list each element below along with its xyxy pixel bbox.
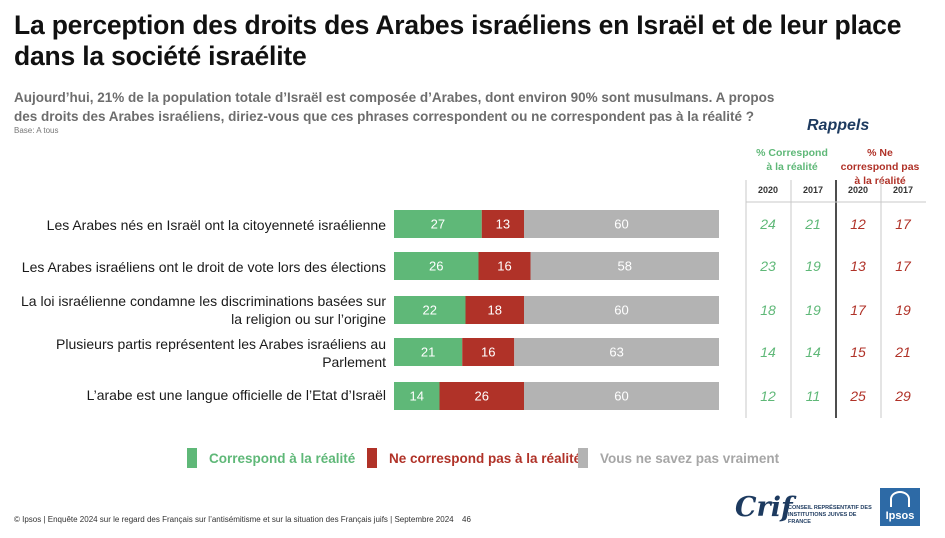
ipsos-logo-text: Ipsos (885, 510, 915, 522)
rappel-red-2017-5: 29 (894, 388, 911, 404)
bar-label-red-4: 16 (481, 345, 495, 360)
legend-item-red: Ne correspond pas à la réalité (367, 448, 581, 468)
rappel-green-2020-3: 18 (760, 302, 776, 318)
rappels-year-red-2020: 2020 (847, 185, 869, 195)
rappel-green-2020-2: 23 (759, 258, 776, 274)
rappel-green-2017-1: 21 (804, 216, 821, 232)
bar-red-1 (481, 210, 524, 238)
row-label-4: Plusieurs partis représentent les Arabes… (56, 336, 386, 370)
rappel-red-2020-1: 12 (850, 216, 866, 232)
question-text: Aujourd’hui, 21% de la population totale… (14, 90, 775, 124)
bar-label-red-2: 16 (497, 259, 511, 274)
rappel-red-2017-2: 17 (895, 258, 912, 274)
rappel-red-2020-5: 25 (849, 388, 866, 404)
rappel-green-2020-4: 14 (760, 344, 776, 360)
rappel-green-2017-5: 11 (806, 388, 821, 404)
bar-label-green-5: 14 (410, 389, 424, 404)
legend-swatch-green (187, 448, 197, 468)
row-label-2: Les Arabes israéliens ont le droit de vo… (21, 259, 386, 275)
crif-logo-subtitle: CONSEIL REPRÉSENTATIF DES INSTITUTIONS J… (788, 505, 872, 525)
rappels-year-red-2017: 2017 (892, 185, 914, 195)
bar-green-5 (394, 382, 440, 410)
bar-red-2 (478, 252, 531, 280)
rappel-red-2017-3: 19 (895, 302, 911, 318)
rappel-green-2020-5: 12 (760, 388, 776, 404)
rappel-red-2017-1: 17 (895, 216, 912, 232)
bar-label-green-2: 26 (429, 259, 443, 274)
legend-label-red: Ne correspond pas à la réalité (389, 450, 582, 466)
ipsos-logo: Ipsos (880, 488, 920, 526)
bar-grey-5 (524, 382, 719, 410)
rappel-green-2017-4: 14 (805, 344, 821, 360)
footer-text: © Ipsos | Enquête 2024 sur le regard des… (14, 515, 454, 524)
rappel-red-2017-4: 21 (894, 344, 911, 360)
bar-grey-3 (524, 296, 719, 324)
rappel-red-2020-4: 15 (850, 344, 866, 360)
crif-logo: Crif (735, 492, 793, 523)
row-label-5: L’arabe est une langue officielle de l’E… (86, 387, 386, 403)
rappel-green-2017-3: 19 (805, 302, 821, 318)
legend-swatch-red (367, 448, 377, 468)
bar-red-4 (462, 338, 515, 366)
bar-label-grey-1: 60 (614, 217, 628, 232)
bar-label-green-4: 21 (421, 345, 435, 360)
bar-grey-4 (514, 338, 719, 366)
bar-label-green-3: 22 (423, 303, 437, 318)
bar-label-red-1: 13 (496, 217, 510, 232)
rappels-header-correspond: % Correspond à la réalité (756, 147, 828, 173)
bar-green-3 (394, 296, 466, 324)
bar-label-grey-4: 63 (609, 345, 623, 360)
rappels-year-green-2020: 2020 (757, 185, 779, 195)
ipsos-logo-mark (890, 491, 910, 507)
legend-swatch-grey (578, 448, 588, 468)
legend-label-grey: Vous ne savez pas vraiment (600, 450, 780, 466)
rappel-red-2020-2: 13 (850, 258, 866, 274)
bar-grey-2 (530, 252, 719, 280)
bar-label-green-1: 27 (431, 217, 445, 232)
bar-green-4 (394, 338, 463, 366)
bar-red-5 (439, 382, 524, 410)
rappels-header-ne-correspond: % Ne correspond pas à la réalité (840, 147, 920, 187)
bar-green-1 (394, 210, 482, 238)
bar-grey-1 (524, 210, 719, 238)
rappel-red-2020-3: 17 (850, 302, 867, 318)
rappel-green-2017-2: 19 (805, 258, 821, 274)
bar-label-grey-2: 58 (618, 259, 632, 274)
legend-item-green: Correspond à la réalité (187, 448, 355, 468)
rappels-year-green-2017: 2017 (802, 185, 824, 195)
row-label-3: La loi israélienne condamne les discrimi… (21, 293, 386, 327)
base-note: Base: A tous (14, 126, 59, 135)
bar-label-red-3: 18 (488, 303, 502, 318)
rappels-title: Rappels (807, 117, 870, 134)
page-title: La perception des droits des Arabes isra… (14, 10, 902, 71)
bar-label-red-5: 26 (475, 389, 489, 404)
bar-green-2 (394, 252, 479, 280)
bar-label-grey-3: 60 (614, 303, 628, 318)
row-label-1: Les Arabes nés en Israël ont la citoyenn… (46, 217, 386, 233)
rappel-green-2020-1: 24 (759, 216, 776, 232)
legend-label-green: Correspond à la réalité (209, 450, 356, 466)
page-number: 46 (462, 515, 471, 524)
bar-red-3 (465, 296, 524, 324)
legend-item-grey: Vous ne savez pas vraiment (578, 448, 779, 468)
bar-label-grey-5: 60 (614, 389, 628, 404)
